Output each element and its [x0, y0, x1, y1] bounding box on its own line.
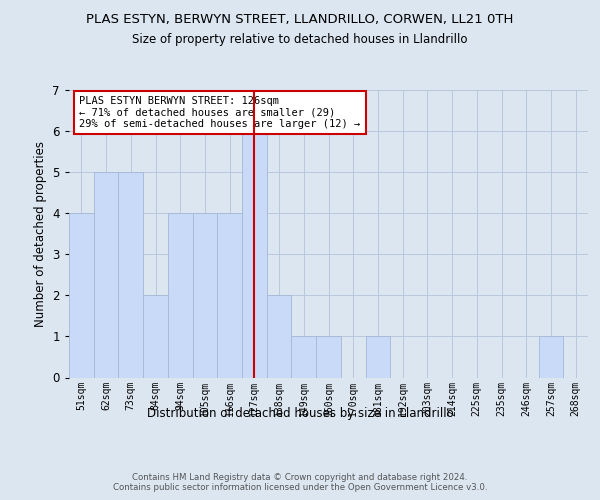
Text: PLAS ESTYN, BERWYN STREET, LLANDRILLO, CORWEN, LL21 0TH: PLAS ESTYN, BERWYN STREET, LLANDRILLO, C…	[86, 12, 514, 26]
Bar	[539, 336, 563, 378]
Bar	[193, 213, 217, 378]
Text: Contains HM Land Registry data © Crown copyright and database right 2024.
Contai: Contains HM Land Registry data © Crown c…	[113, 472, 487, 492]
Bar	[267, 296, 292, 378]
Y-axis label: Number of detached properties: Number of detached properties	[34, 141, 47, 327]
Bar	[94, 172, 118, 378]
Bar	[292, 336, 316, 378]
Bar	[217, 213, 242, 378]
Text: PLAS ESTYN BERWYN STREET: 126sqm
← 71% of detached houses are smaller (29)
29% o: PLAS ESTYN BERWYN STREET: 126sqm ← 71% o…	[79, 96, 361, 129]
Text: Distribution of detached houses by size in Llandrillo: Distribution of detached houses by size …	[146, 408, 454, 420]
Bar	[365, 336, 390, 378]
Bar	[168, 213, 193, 378]
Bar	[242, 131, 267, 378]
Bar	[69, 213, 94, 378]
Text: Size of property relative to detached houses in Llandrillo: Size of property relative to detached ho…	[132, 32, 468, 46]
Bar	[143, 296, 168, 378]
Bar	[118, 172, 143, 378]
Bar	[316, 336, 341, 378]
